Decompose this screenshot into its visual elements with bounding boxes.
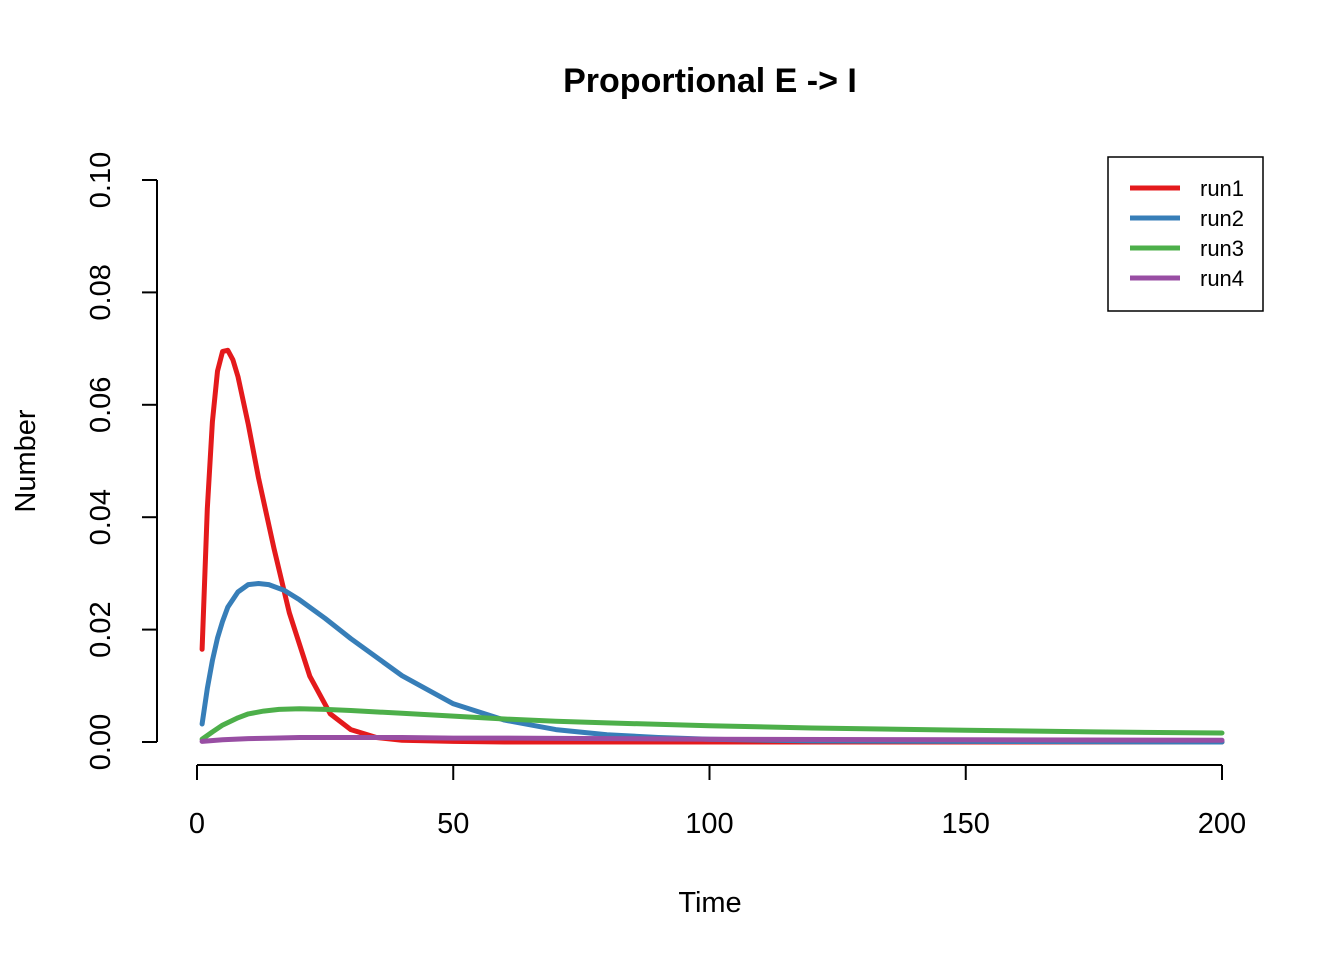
legend-label-run4: run4 xyxy=(1200,266,1244,291)
y-tick-label: 0.10 xyxy=(85,152,117,208)
y-tick-label: 0.04 xyxy=(85,489,117,545)
x-tick-label: 100 xyxy=(685,808,733,840)
y-axis-label: Number xyxy=(10,409,42,512)
series-line-run1 xyxy=(199,347,1225,745)
x-tick-label: 0 xyxy=(189,808,205,840)
x-tick-label: 150 xyxy=(942,808,990,840)
chart-title: Proportional E -> I xyxy=(563,62,857,100)
series-line-run4 xyxy=(199,735,1225,744)
y-tick-label: 0.06 xyxy=(85,377,117,433)
series-line-run2 xyxy=(199,581,1225,745)
y-tick-label: 0.08 xyxy=(85,264,117,320)
x-axis-label: Time xyxy=(678,887,741,919)
x-tick-label: 50 xyxy=(437,808,469,840)
series-lines xyxy=(199,347,1225,745)
legend: run1 run2 run3 run4 xyxy=(1107,156,1264,312)
axes: 0 50 100 150 200 0.00 0.02 0.04 0.06 0.08 0.10 xyxy=(85,152,1246,840)
legend-label-run1: run1 xyxy=(1200,176,1244,201)
legend-box xyxy=(1107,156,1264,312)
legend-label-run3: run3 xyxy=(1200,236,1244,261)
y-tick-label: 0.02 xyxy=(85,601,117,657)
legend-label-run2: run2 xyxy=(1200,206,1244,231)
y-tick-label: 0.00 xyxy=(85,714,117,770)
series-line-run3 xyxy=(199,706,1225,742)
x-tick-label: 200 xyxy=(1198,808,1246,840)
